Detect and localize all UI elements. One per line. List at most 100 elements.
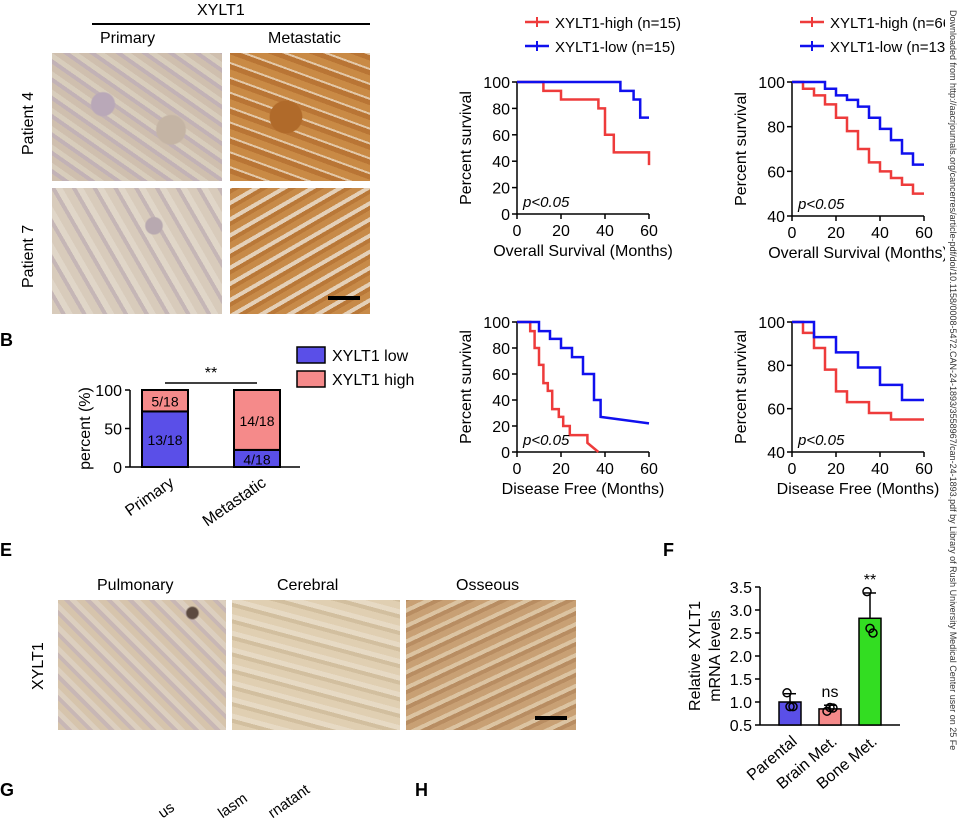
watermark-text: Downloaded from http://aacrjournals.org/… — [948, 10, 958, 751]
stacked-bar-high — [141, 389, 189, 413]
data-point — [785, 701, 795, 712]
data-point — [782, 688, 792, 698]
y-tick-label: 20 — [492, 419, 510, 436]
y-tick-label: 60 — [767, 402, 785, 419]
x-tick-label: 40 — [871, 225, 889, 242]
y-tick-label: 80 — [492, 341, 510, 358]
panel-letter-e: E — [0, 540, 13, 560]
x-tick-label: 0 — [788, 461, 797, 478]
survival-curve-high — [517, 320, 600, 453]
x-tick-label: 20 — [827, 461, 845, 478]
y-tick-label: 60 — [492, 128, 510, 145]
bar-count-label: 13/18 — [147, 432, 182, 448]
y-tick-label: 60 — [492, 367, 510, 384]
x-tick-label: 60 — [915, 225, 933, 242]
x-axis-title: Disease Free (Months) — [777, 481, 940, 498]
p-value-annotation: p<0.05 — [522, 194, 570, 211]
ihc-image-osseous — [406, 600, 576, 730]
bar-count-label: 5/18 — [151, 394, 178, 410]
y-tick-label: 3.0 — [730, 603, 752, 620]
y-tick-label: 60 — [767, 164, 785, 181]
bar-parental — [778, 701, 802, 726]
x-tick-label: 40 — [596, 461, 614, 478]
y-axis-title: Percent survival — [733, 92, 750, 206]
download-watermark: Downloaded from http://aacrjournals.org/… — [942, 0, 960, 817]
survival-curve-low — [792, 80, 924, 166]
panel-e-col-osseous: Osseous — [456, 577, 520, 594]
y-axis-title-line2: mRNA levels — [707, 610, 724, 702]
y-tick-label: 0.5 — [730, 718, 752, 735]
panel-e-col-cerebral: Cerebral — [277, 577, 339, 594]
y-axis-title: Percent survival — [733, 330, 750, 444]
y-tick-label: 40 — [492, 393, 510, 410]
y-tick-label: 100 — [758, 315, 785, 332]
x-axis-title: Disease Free (Months) — [502, 481, 665, 498]
panel-g-header-1: us — [155, 798, 178, 822]
x-tick-label: 20 — [552, 223, 570, 240]
stacked-bar-low — [141, 410, 189, 468]
panel-a-row-patient7: Patient 7 — [20, 224, 37, 288]
y-tick-label: 0 — [501, 445, 510, 462]
panel-letter-f: F — [663, 540, 674, 560]
y-tick-label: 100 — [758, 75, 785, 92]
x-tick-label: Primary — [122, 474, 177, 520]
scale-bar-e — [535, 716, 567, 720]
survival-curve-low — [517, 320, 650, 425]
significance-annotation: ** — [864, 572, 876, 589]
chart-c-os-survival: 0 20 40 60 80 100 0 20 40 60 Overall Survival (Mon… — [458, 15, 681, 260]
y-tick-label: 40 — [492, 154, 510, 171]
y-axis-title: percent (%) — [77, 387, 94, 470]
bar-bonemet — [858, 617, 882, 726]
y-tick-label: 20 — [492, 181, 510, 198]
survival-curve-low — [517, 80, 649, 119]
panel-a-col-metastatic: Metastatic — [268, 30, 341, 47]
panel-letter-g: G — [0, 780, 15, 800]
survival-curve-high — [517, 80, 651, 166]
y-axis-title-line1: Relative XYLT1 — [687, 601, 704, 711]
data-point — [828, 703, 838, 713]
ihc-image-patient7-metastatic — [230, 188, 370, 314]
y-tick-label: 2.0 — [730, 649, 752, 666]
y-tick-label: 40 — [767, 445, 785, 462]
x-axis-title: Overall Survival (Months) — [768, 245, 945, 262]
survival-curve-high — [792, 80, 924, 195]
panel-g-header-3: rnatant — [265, 781, 314, 822]
panel-a-row-patient4: Patient 4 — [20, 91, 37, 155]
legend-swatch — [296, 346, 326, 364]
ihc-image-cerebral — [232, 600, 400, 730]
y-tick-label: 40 — [767, 209, 785, 226]
legend-label: XYLT1 low — [332, 348, 409, 365]
legend-label: XYLT1-high (n=66) — [830, 15, 945, 32]
survival-curve-high — [792, 320, 924, 421]
data-point — [788, 701, 798, 712]
panel-a-header-line — [92, 23, 370, 25]
panel-g-header-2: lasm — [215, 789, 251, 822]
data-point — [868, 628, 878, 638]
y-tick-label: 80 — [767, 120, 785, 137]
x-tick-label: 20 — [827, 225, 845, 242]
legend-label: XYLT1 high — [332, 372, 414, 389]
chart-f: 0.5 1.0 1.5 2.0 2.5 3.0 3.5 Relative XYLT1 mRNA … — [687, 572, 900, 793]
legend-label: XYLT1-low (n=132) — [830, 39, 945, 56]
y-tick-label: 2.5 — [730, 626, 752, 643]
significance-annotation: ** — [205, 365, 217, 382]
x-tick-label: 60 — [640, 461, 658, 478]
p-value-annotation: p<0.05 — [797, 432, 845, 449]
y-tick-label: 80 — [492, 101, 510, 118]
y-tick-label: 100 — [483, 75, 510, 92]
significance-annotation: ns — [822, 684, 839, 701]
ihc-image-pulmonary — [58, 600, 226, 730]
legend-label: XYLT1-low (n=15) — [555, 39, 675, 56]
survival-curve-low — [792, 320, 924, 402]
panel-letter-b: B — [0, 330, 13, 350]
y-tick-label: 100 — [483, 315, 510, 332]
x-tick-label: 0 — [788, 225, 797, 242]
panel-e-row-label: XYLT1 — [30, 642, 47, 690]
y-tick-label: 3.5 — [730, 580, 752, 597]
x-tick-label: Metastatic — [200, 474, 269, 530]
ihc-image-patient4-metastatic — [230, 53, 370, 181]
y-tick-label: 80 — [767, 358, 785, 375]
y-tick-label: 0 — [113, 460, 122, 477]
x-tick-label: 0 — [513, 461, 522, 478]
